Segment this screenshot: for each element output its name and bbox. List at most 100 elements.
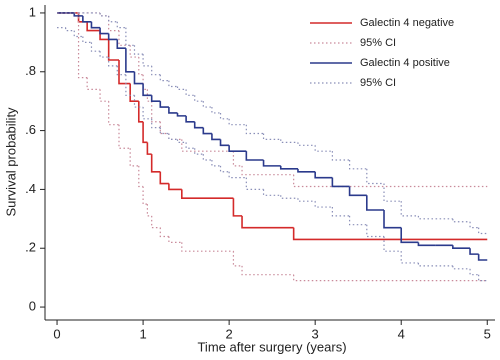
y-tick-label: .2	[25, 240, 36, 255]
survival-step	[125, 48, 135, 73]
legend-label: 95% CI	[360, 77, 396, 89]
ci-step	[142, 107, 152, 120]
survival-step	[452, 245, 471, 250]
ci-step	[151, 118, 161, 129]
survival-step	[168, 107, 178, 114]
survival-step	[159, 171, 169, 185]
ci-step	[65, 27, 75, 32]
y-tick-label: 0	[29, 298, 36, 313]
ci-step	[331, 207, 350, 217]
x-tick-label: 4	[398, 326, 405, 341]
survival-step	[116, 39, 126, 50]
survival-step	[86, 21, 101, 32]
ci-step	[129, 45, 139, 58]
ci-step	[452, 218, 471, 223]
survival-step	[279, 165, 298, 170]
ci-step	[232, 151, 243, 167]
survival-step	[107, 33, 118, 41]
ci-step	[133, 45, 144, 55]
ci-step	[232, 251, 243, 267]
ci-step	[185, 89, 195, 96]
ci-step	[176, 139, 187, 143]
survival-step	[383, 210, 402, 229]
survival-step	[133, 71, 144, 85]
ci-step	[82, 36, 92, 43]
ci-step	[138, 165, 144, 188]
ci-step	[138, 57, 144, 76]
survival-step	[150, 154, 161, 173]
survival-step	[292, 227, 488, 241]
ci-step	[108, 101, 119, 126]
ci-step	[151, 65, 161, 76]
ci-step	[159, 127, 169, 135]
ci-step	[452, 265, 471, 270]
ci-step	[142, 186, 148, 205]
survival-step	[348, 186, 367, 197]
legend-label: Galectin 4 negative	[360, 17, 454, 29]
legend-label: Galectin 4 positive	[360, 57, 450, 69]
ci-step	[142, 54, 152, 67]
ci-step	[366, 224, 385, 238]
ci-step	[228, 118, 247, 126]
survival-step	[469, 248, 479, 255]
ci-step	[400, 251, 419, 264]
y-tick-label: .4	[25, 181, 36, 196]
survival-step	[228, 145, 247, 152]
ci-step	[168, 133, 178, 141]
survival-step	[219, 139, 230, 147]
ci-step	[86, 77, 101, 91]
ci-step	[168, 80, 178, 88]
y-tick-label: .6	[25, 122, 36, 137]
survival-step	[168, 183, 182, 191]
survival-step	[99, 27, 109, 35]
ci-step	[417, 262, 436, 267]
x-tick-label: 1	[139, 326, 146, 341]
ci-step	[99, 89, 109, 102]
ci-step	[228, 171, 247, 179]
ci-step	[297, 198, 316, 202]
y-tick-label: 1	[29, 4, 36, 19]
survival-step	[331, 177, 350, 188]
ci-step	[219, 165, 230, 173]
ci-step	[142, 74, 148, 91]
ci-step	[211, 107, 221, 114]
ci-step	[245, 177, 264, 191]
ci-step	[168, 133, 182, 141]
ci-step	[116, 21, 126, 29]
ci-step	[168, 236, 182, 243]
y-tick-label: .8	[25, 63, 36, 78]
ci-step	[99, 51, 109, 58]
x-axis-label: Time after surgery (years)	[197, 339, 346, 354]
survival-step	[142, 83, 152, 97]
survival-step	[82, 15, 92, 23]
survival-step	[150, 95, 161, 102]
survival-step	[99, 30, 109, 41]
survival-step	[159, 101, 169, 108]
ci-step	[146, 204, 152, 217]
survival-step	[90, 21, 101, 29]
ci-step	[383, 183, 402, 202]
ci-step	[219, 112, 230, 120]
ci-step	[280, 139, 298, 143]
ci-step	[297, 142, 316, 146]
ci-step	[159, 227, 169, 238]
ci-step	[478, 274, 488, 282]
ci-step	[118, 124, 131, 149]
survival-step	[232, 198, 243, 217]
survival-step	[245, 151, 264, 161]
ci-step	[478, 227, 488, 235]
ci-step	[314, 201, 333, 208]
legend-label: 95% CI	[360, 37, 396, 49]
ci-step	[125, 27, 135, 46]
ci-step	[125, 74, 135, 96]
ci-step	[348, 215, 367, 226]
ci-step	[159, 74, 169, 82]
survival-step	[176, 112, 187, 117]
survival-step	[185, 115, 195, 123]
survival-step	[365, 195, 385, 211]
ci-step	[366, 168, 385, 185]
survival-step	[241, 215, 294, 229]
ci-step	[108, 57, 118, 67]
x-tick-label: 2	[226, 326, 233, 341]
ci-step	[159, 121, 169, 135]
